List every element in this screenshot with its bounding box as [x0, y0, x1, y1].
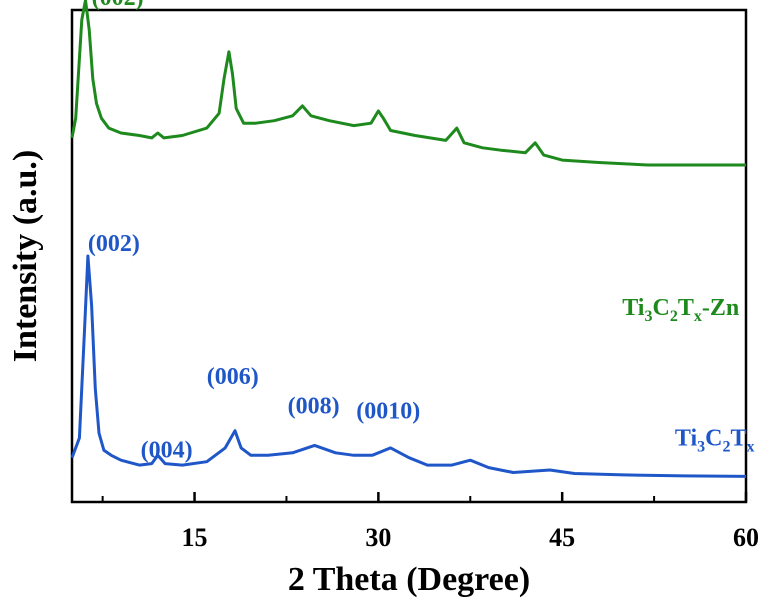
series-label-0: Ti3C2Tx-Zn: [622, 295, 739, 325]
x-tick-label: 15: [182, 523, 208, 552]
x-tick-label: 60: [733, 523, 759, 552]
series-line-1: [70, 254, 747, 478]
peak-label: (008): [288, 393, 340, 419]
ticks-layer: 15 30 45 60: [101, 492, 759, 552]
x-axis-title: 2 Theta (Degree): [288, 561, 530, 598]
peak-label: (0010): [356, 398, 420, 424]
series-layer: [70, 0, 747, 478]
x-tick-label: 45: [549, 523, 575, 552]
x-tick-label: 30: [365, 523, 391, 552]
peak-label: (002): [88, 231, 140, 257]
series-label-1: Ti3C2Tx: [675, 425, 755, 455]
peak-label: (006): [207, 364, 259, 390]
plot-frame: [70, 8, 748, 504]
y-axis-title: Intensity (a.u.): [7, 150, 44, 363]
annotation-layer: (002) (002) (004) (006) (008) (0010) Ti3C2Tx-Z…: [88, 0, 755, 464]
peak-label: (004): [141, 438, 193, 464]
peak-label: (002): [92, 0, 144, 11]
series-line-0: [70, 0, 746, 167]
